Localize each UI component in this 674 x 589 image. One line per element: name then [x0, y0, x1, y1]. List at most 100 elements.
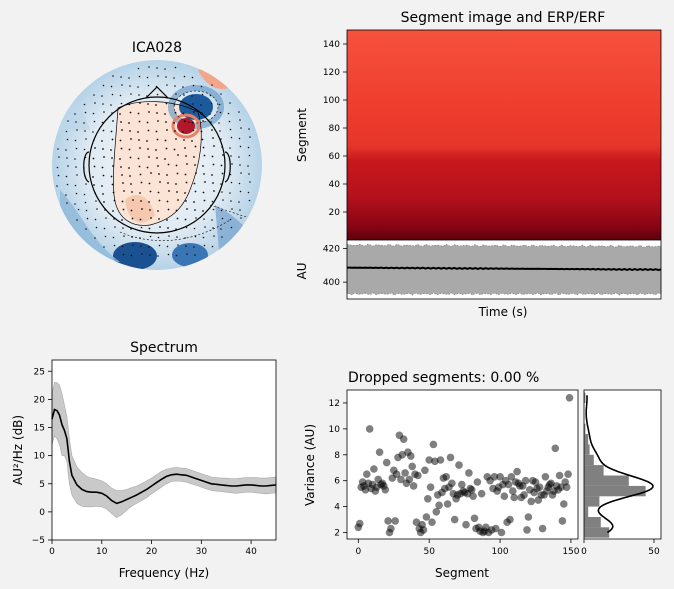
histogram-bar — [584, 475, 629, 486]
topomap-sensors — [56, 66, 251, 257]
scatter-point — [509, 487, 517, 495]
topomap-right-ear — [224, 151, 231, 183]
scatter-point — [425, 456, 434, 464]
scatter-point — [462, 520, 470, 529]
variance-histogram — [584, 392, 646, 538]
scatter-ytick-label: 10 — [329, 425, 341, 435]
scatter-point — [443, 500, 452, 508]
scatter-point — [387, 524, 395, 533]
scatter-point — [421, 466, 429, 475]
scatter-point — [412, 518, 421, 526]
scatter-point — [531, 478, 540, 486]
scatter-point — [436, 456, 445, 464]
spectrum-mean-line — [51, 408, 277, 505]
spectrum-xtick-label: 40 — [245, 547, 257, 557]
scatter-point — [414, 471, 422, 480]
scatter-ytick-label: 2 — [334, 529, 340, 539]
scatter-xtick-label: 150 — [562, 547, 579, 557]
scatter-xtick-label: 100 — [491, 547, 508, 557]
scatter-point — [507, 473, 516, 481]
spectrum-xtick-label: 20 — [146, 547, 158, 557]
scatter-point — [407, 452, 415, 460]
scatter-point — [500, 492, 509, 501]
scatter-ytick-label: 12 — [329, 399, 340, 409]
segment-ytick-label: 100 — [323, 96, 340, 106]
scatter-point — [455, 461, 463, 469]
scatter-point — [541, 473, 550, 481]
segment-ytick-label: 80 — [329, 124, 341, 134]
scatter-point — [504, 480, 513, 489]
topomap-left-ear — [83, 151, 90, 183]
histogram-bar — [584, 485, 646, 497]
scatter-point — [392, 470, 401, 479]
scatter-point — [458, 480, 466, 489]
scatter-point — [382, 458, 391, 467]
spectrum-ytick-label: −5 — [32, 536, 45, 546]
scatter-point — [551, 444, 560, 453]
erp-ytick-label: 400 — [323, 278, 340, 288]
scatter-point — [473, 478, 482, 486]
scatter-point — [365, 425, 374, 433]
scatter-point — [558, 517, 567, 525]
histogram-bar — [584, 392, 586, 403]
segment-heatmap — [347, 30, 661, 240]
scatter-point — [497, 528, 506, 537]
scatter-ytick-label: 4 — [334, 503, 340, 513]
histogram-xticks: 0 50 — [581, 539, 660, 557]
scatter-point — [521, 476, 530, 485]
histogram-bar — [584, 454, 594, 466]
scatter-point — [435, 501, 443, 510]
scatter-point — [513, 467, 521, 476]
scatter-point — [397, 475, 405, 484]
spectrum-ytick-label: 0 — [39, 508, 45, 518]
spectrum-ytick-label: 25 — [34, 367, 45, 377]
scatter-point — [419, 526, 428, 534]
erp-xlabel: Time (s) — [478, 305, 528, 319]
spectrum-ytick-label: 20 — [34, 395, 46, 405]
scatter-point — [361, 486, 370, 494]
scatter-ticks: 0 50 100 150 2 4 6 8 10 12 — [329, 399, 580, 557]
segment-image-panel: Segment image and ERP/ERF 20 40 60 80 100 120… — [295, 10, 662, 241]
scatter-point — [523, 526, 531, 534]
scatter-point — [524, 513, 533, 521]
segment-ylabel: Segment — [295, 108, 309, 162]
histogram-xtick-label: 50 — [648, 547, 660, 557]
topomap-head-outline — [88, 96, 226, 234]
histogram-bar — [584, 506, 589, 517]
spectrum-xtick-label: 0 — [49, 547, 55, 557]
scatter-point — [467, 486, 476, 494]
scatter-point — [490, 473, 499, 481]
segment-yticks: 20 40 60 80 100 120 140 — [323, 40, 347, 218]
scatter-point — [555, 471, 564, 480]
segment-ytick-label: 140 — [323, 40, 340, 50]
spectrum-panel: Spectrum 0 10 20 30 40 −5 0 5 10 15 20 25 Frequency… — [11, 340, 277, 580]
spectrum-xtick-label: 10 — [96, 547, 108, 557]
scatter-point — [391, 517, 400, 525]
scatter-point — [429, 440, 438, 449]
histogram-bar — [584, 423, 586, 435]
erp-mean-line — [347, 266, 662, 272]
erp-panel: 400 420 AU Time (s) — [295, 239, 662, 319]
histogram-bar — [584, 444, 590, 455]
scatter-point — [564, 470, 572, 479]
scatter-xtick-label: 50 — [423, 547, 435, 557]
scatter-point — [426, 483, 435, 492]
scatter-point — [560, 500, 568, 508]
segment-image-title: Segment image and ERP/ERF — [401, 10, 606, 26]
scatter-point — [477, 489, 486, 498]
scatter-point — [432, 508, 441, 516]
segment-ytick-label: 120 — [323, 68, 340, 78]
histogram-bar — [584, 465, 604, 476]
spectrum-ytick-label: 15 — [34, 424, 45, 434]
scatter-point — [448, 479, 456, 488]
scatter-point — [562, 483, 571, 492]
dropped-panel: Dropped segments: 0.00 % 0 50 100 150246810… — [303, 370, 662, 580]
scatter-point — [446, 453, 455, 462]
spectrum-ylabel: AU²/Hz (dB) — [11, 415, 25, 485]
scatter-point — [538, 524, 547, 533]
erp-ylabel: AU — [295, 263, 309, 280]
scatter-point — [469, 492, 477, 501]
scatter-point — [375, 448, 384, 457]
histogram-xtick-label: 0 — [581, 547, 587, 557]
